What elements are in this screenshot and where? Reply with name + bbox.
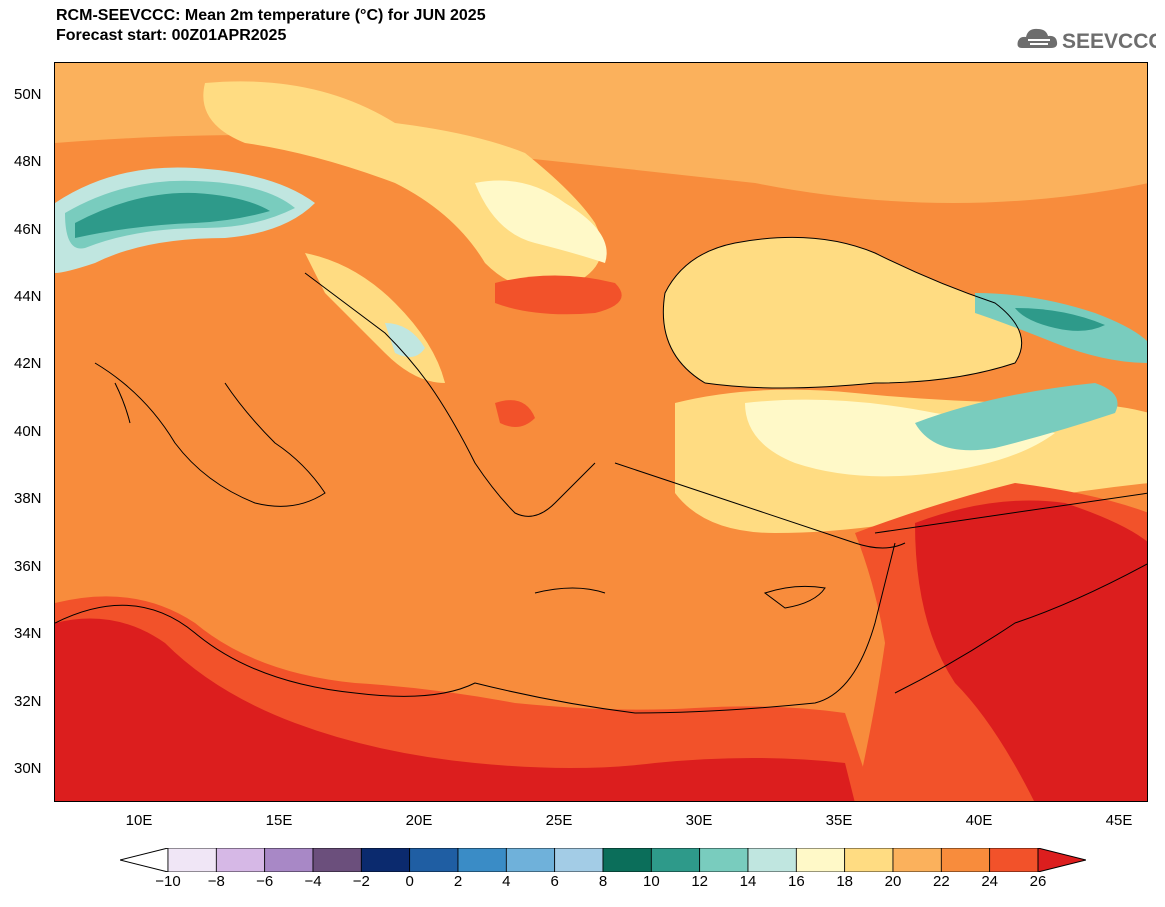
colorbar-swatch (602, 847, 652, 873)
sahara-hotter (55, 618, 855, 801)
colorbar-tick-label: 10 (642, 873, 660, 890)
colorbar-swatch (360, 847, 411, 873)
colorbar-swatch (989, 847, 1039, 873)
lat-label: 44N (14, 288, 42, 305)
colorbar-swatch (650, 847, 701, 873)
lat-label: 38N (14, 490, 42, 507)
colorbar-tick-label: −4 (304, 873, 322, 890)
colorbar-tick-label: 12 (691, 873, 708, 890)
colorbar-tick-label: 8 (598, 873, 608, 890)
black-sea (663, 237, 1022, 388)
colorbar-swatch (892, 847, 942, 873)
colorbar-swatch (409, 847, 459, 873)
colorbar-tick-label: 18 (836, 873, 853, 890)
colorbar-under-triangle (119, 847, 169, 873)
colorbar-swatch (844, 847, 894, 873)
lat-label: 30N (14, 760, 42, 777)
colorbar-tick-label: 16 (787, 873, 805, 890)
seevccc-logo: SEEVCCC (1016, 20, 1164, 60)
lon-label: 15E (265, 812, 293, 829)
colorbar-swatch (747, 847, 797, 873)
lat-label: 42N (14, 355, 42, 372)
lat-label: 40N (14, 423, 42, 440)
colorbar-over-triangle (1037, 847, 1087, 873)
colorbar-swatch (554, 847, 604, 873)
anatolia-cold (915, 383, 1118, 451)
map-canvas (55, 63, 1147, 801)
colorbar-labels: −10 −8 −6 −4 −2 0 2 4 6 8 10 12 14 16 18 20 22 24 26 (0, 873, 1165, 893)
colorbar-tick-label: 24 (981, 873, 998, 890)
colorbar-tick-label: 22 (932, 873, 950, 890)
colorbar-swatch (312, 847, 362, 873)
alps-peak-band (75, 192, 270, 238)
colorbar-swatch (940, 847, 991, 873)
colorbar-tick-label: −6 (256, 873, 274, 890)
colorbar-tick-label: −10 (155, 873, 181, 890)
lat-label: 48N (14, 153, 42, 170)
colorbar-tick-label: 14 (739, 873, 757, 890)
colorbar-swatch (167, 847, 217, 873)
colorbar-swatch (505, 847, 556, 873)
balkan-cold-spot (385, 323, 425, 357)
colorbar-svg (119, 847, 1087, 873)
arabia-hotter (915, 500, 1147, 801)
colorbar-tick-label: 20 (884, 873, 902, 890)
colorbar-tick-label: 2 (453, 873, 463, 890)
logo-text: SEEVCCC (1062, 30, 1156, 53)
title-line-1: RCM-SEEVCCC: Mean 2m temperature (°C) fo… (56, 7, 486, 24)
danube-hot-spot (495, 275, 622, 315)
lon-label: 45E (1105, 812, 1133, 829)
colorbar-tick-label: 4 (502, 873, 511, 890)
colorbar-swatch (215, 847, 266, 873)
title-line-2: Forecast start: 00Z01APR2025 (56, 27, 287, 44)
lat-label: 46N (14, 221, 42, 238)
lon-label: 25E (545, 812, 573, 829)
lat-label: 32N (14, 693, 42, 710)
lat-label: 36N (14, 558, 42, 575)
colorbar-tick-label: 26 (1029, 873, 1047, 890)
lat-label: 50N (14, 86, 42, 103)
colorbar (119, 847, 1087, 873)
lat-label: 34N (14, 625, 42, 642)
temperature-map (54, 62, 1148, 802)
lon-label: 40E (965, 812, 993, 829)
romania-yellow (475, 180, 607, 263)
coastlines (55, 236, 1147, 714)
caucasus-core (1015, 308, 1105, 331)
colorbar-swatch (264, 847, 314, 873)
cloud-logo-icon: SEEVCCC (1017, 28, 1164, 53)
colorbar-swatch (457, 847, 507, 873)
north-cool-zone (203, 81, 602, 290)
lon-label: 30E (685, 812, 713, 829)
greece-hot-spot (495, 400, 535, 427)
colorbar-tick-label: −8 (207, 873, 225, 890)
colorbar-tick-label: −2 (352, 873, 370, 890)
colorbar-swatch (699, 847, 749, 873)
lon-label: 10E (125, 812, 153, 829)
lon-label: 35E (825, 812, 853, 829)
colorbar-tick-label: 0 (405, 873, 414, 890)
lon-label: 20E (405, 812, 433, 829)
colorbar-tick-label: 6 (550, 873, 559, 890)
map-title: RCM-SEEVCCC: Mean 2m temperature (°C) fo… (56, 6, 486, 46)
colorbar-swatch (795, 847, 846, 873)
anatolia-cool (745, 399, 1055, 477)
